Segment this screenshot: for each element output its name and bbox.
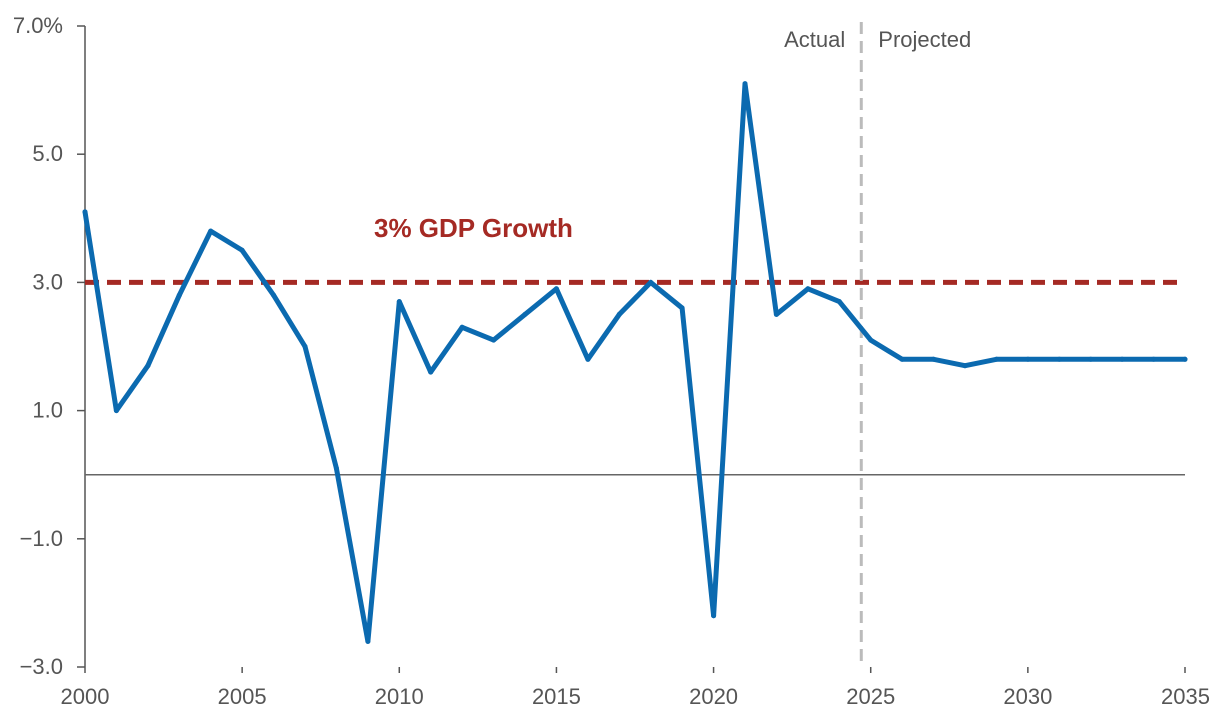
data-point — [962, 363, 968, 369]
x-tick-label: 2015 — [532, 684, 581, 709]
x-tick-label: 2035 — [1161, 684, 1210, 709]
data-point — [679, 305, 685, 311]
data-point — [742, 81, 748, 87]
data-point — [333, 465, 339, 471]
data-point — [522, 311, 528, 317]
data-point — [176, 292, 182, 298]
data-point — [239, 247, 245, 253]
data-point — [616, 311, 622, 317]
data-point — [868, 337, 874, 343]
data-point — [365, 638, 371, 644]
data-point — [1056, 356, 1062, 362]
data-point — [1088, 356, 1094, 362]
y-tick-label: 5.0 — [32, 141, 63, 166]
data-point — [1025, 356, 1031, 362]
x-tick-label: 2020 — [689, 684, 738, 709]
y-tick-label: 7.0% — [13, 13, 63, 38]
data-point — [585, 356, 591, 362]
reference-line-label: 3% GDP Growth — [374, 213, 573, 243]
data-point — [773, 311, 779, 317]
data-point — [993, 356, 999, 362]
series-line-gdp-growth — [82, 81, 1188, 644]
data-point — [396, 299, 402, 305]
data-point — [1182, 356, 1188, 362]
x-tick-label: 2005 — [218, 684, 267, 709]
data-point — [899, 356, 905, 362]
data-point — [553, 286, 559, 292]
chart-axes: 7.0% 5.0 3.0 1.0 −1.0 −3.0 2000 2005 2010 2015 202… — [13, 13, 1210, 709]
actual-projected-divider-group: Actual Projected — [784, 22, 971, 667]
data-point — [459, 324, 465, 330]
data-point — [271, 292, 277, 298]
data-point — [113, 408, 119, 414]
data-point — [428, 369, 434, 375]
data-point — [805, 286, 811, 292]
data-point — [302, 344, 308, 349]
y-tick-label: 3.0 — [32, 269, 63, 294]
reference-line-group: 3% GDP Growth — [85, 213, 1185, 285]
data-point — [145, 363, 151, 369]
series-group — [82, 81, 1188, 644]
data-point — [82, 209, 88, 215]
data-point — [1119, 356, 1125, 362]
x-tick-label: 2000 — [61, 684, 110, 709]
x-tick-label: 2030 — [1003, 684, 1052, 709]
data-point — [1151, 356, 1157, 362]
data-point — [836, 299, 842, 305]
data-point — [648, 279, 654, 285]
actual-label: Actual — [784, 27, 845, 52]
y-tick-label: 1.0 — [32, 398, 63, 423]
x-tick-label: 2010 — [375, 684, 424, 709]
projected-label: Projected — [878, 27, 971, 52]
data-point — [711, 613, 717, 619]
data-point — [931, 356, 937, 362]
x-tick-label: 2025 — [846, 684, 895, 709]
y-tick-label: −1.0 — [20, 526, 63, 551]
data-point — [491, 337, 497, 343]
y-tick-label: −3.0 — [20, 654, 63, 679]
data-point — [208, 228, 214, 234]
